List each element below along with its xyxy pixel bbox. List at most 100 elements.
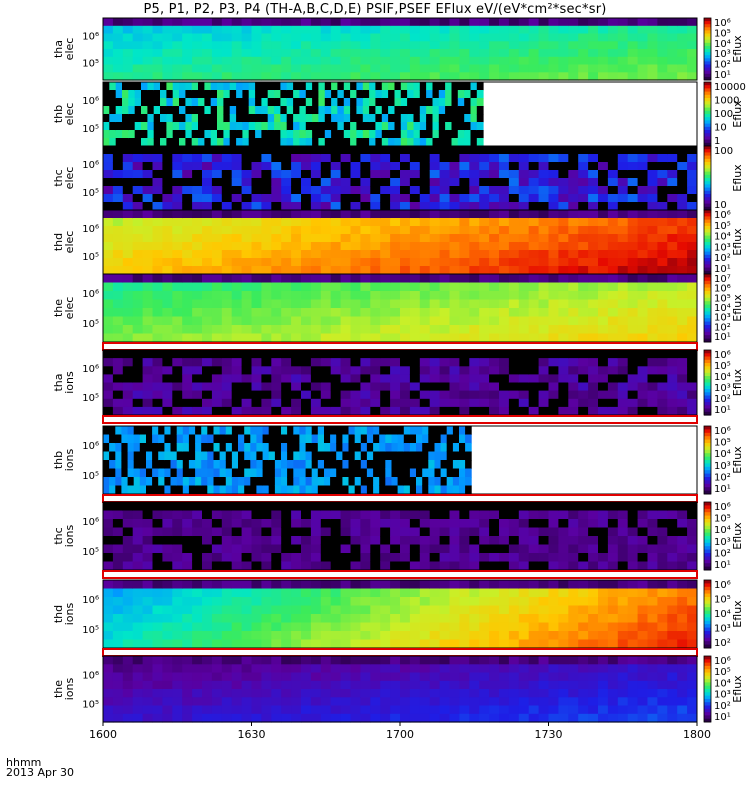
spectrogram-cell: [320, 680, 332, 690]
colorbar-tick-label: 100: [714, 146, 733, 157]
spectrogram-cell: [479, 72, 490, 81]
spectrogram-cell: [434, 451, 442, 461]
spectrogram-cell: [301, 56, 312, 66]
spectrogram-cell: [598, 33, 609, 42]
colorbar-segment: [704, 637, 711, 642]
spectrogram-cell: [162, 689, 173, 698]
spectrogram-cell: [142, 258, 153, 267]
spectrogram-cell: [112, 218, 124, 227]
spectrogram-cell: [152, 64, 163, 73]
spectrogram-cell: [103, 406, 114, 416]
spectrogram-cell: [301, 218, 312, 227]
spectrogram-cell: [373, 485, 380, 495]
spectrogram-cell: [271, 316, 282, 326]
spectrogram-cell: [558, 218, 569, 227]
spectrogram-cell: [231, 210, 243, 219]
spectrogram-cell: [518, 194, 530, 203]
spectrogram-cell: [330, 202, 342, 211]
spectrogram-cell: [162, 631, 173, 640]
spectrogram-cell: [479, 325, 490, 334]
spectrogram-cell: [409, 605, 421, 615]
spectrogram-cell: [459, 333, 470, 343]
spectrogram-cell: [152, 614, 163, 623]
spectrogram-cell: [281, 374, 292, 383]
spectrogram-cell: [221, 374, 233, 383]
spectrogram-cell: [115, 82, 123, 91]
spectrogram-cell: [469, 605, 480, 615]
spectrogram-cell: [142, 697, 153, 707]
spectrogram-cell: [479, 25, 490, 35]
spectrogram-cell: [469, 358, 480, 367]
spectrogram-cell: [439, 664, 450, 674]
colorbar-tick-label: 10⁶: [714, 502, 731, 513]
spectrogram-cell: [122, 697, 134, 707]
spectrogram-cell: [291, 527, 302, 537]
spectrogram-cell: [449, 358, 460, 367]
spectrogram-cell: [176, 426, 184, 435]
spectrogram-cell: [182, 451, 190, 461]
spectrogram-cell: [261, 639, 272, 649]
spectrogram-cell: [162, 64, 173, 73]
spectrogram-cell: [182, 544, 193, 554]
spectrogram-cell: [518, 146, 530, 155]
spectrogram-cell: [598, 350, 609, 359]
spectrogram-cell: [318, 90, 326, 99]
spectrogram-cell: [459, 316, 470, 326]
spectrogram-cell: [172, 597, 183, 606]
spectrogram-cell: [291, 544, 302, 554]
spectrogram-cell: [617, 178, 629, 187]
spectrogram-cell: [231, 434, 239, 444]
spectrogram-cell: [320, 553, 332, 562]
spectrogram-cell: [251, 664, 262, 674]
spectrogram-cell: [428, 443, 435, 452]
spectrogram-cell: [538, 316, 549, 326]
spectrogram-cell: [340, 672, 351, 682]
spectrogram-cell: [598, 561, 609, 571]
spectrogram-cell: [588, 316, 599, 326]
spectrogram-cell: [598, 41, 609, 50]
spectrogram-cell: [241, 614, 252, 623]
spectrogram-cell: [617, 49, 629, 58]
spectrogram-cell: [301, 41, 312, 50]
spectrogram-cell: [391, 477, 399, 486]
spectrogram-cell: [598, 639, 609, 649]
spectrogram-cell: [409, 33, 421, 42]
spectrogram-cell: [103, 705, 114, 715]
spectrogram-cell: [439, 680, 450, 690]
spectrogram-cell: [400, 502, 411, 511]
spectrogram-cell: [373, 460, 380, 469]
spectrogram-cell: [350, 202, 361, 211]
colorbar-segment: [704, 641, 711, 646]
spectrogram-cell: [152, 705, 163, 715]
spectrogram-cell: [172, 689, 183, 698]
spectrogram-cell: [390, 333, 401, 343]
spectrogram-cell: [479, 390, 490, 400]
spectrogram-cell: [115, 130, 123, 139]
spectrogram-cell: [627, 308, 639, 317]
spectrogram-cell: [271, 234, 282, 243]
spectrogram-cell: [598, 25, 609, 35]
spectrogram-cell: [667, 154, 678, 163]
spectrogram-cell: [350, 25, 361, 35]
spectrogram-cell: [647, 186, 658, 195]
spectrogram-cell: [390, 170, 401, 179]
spectrogram-cell: [342, 434, 349, 444]
spectrogram-cell: [112, 390, 124, 400]
spectrogram-cell: [142, 154, 153, 163]
spectrogram-cell: [320, 614, 332, 623]
spectrogram-cell: [617, 358, 629, 367]
spectrogram-cell: [112, 41, 124, 50]
spectrogram-cell: [617, 519, 629, 528]
spectrogram-cell: [152, 390, 163, 400]
spectrogram-cell: [508, 382, 520, 392]
spectrogram-cell: [291, 266, 302, 275]
spectrogram-cell: [407, 98, 414, 107]
spectrogram-cell: [607, 350, 619, 359]
spectrogram-cell: [236, 130, 243, 139]
spectrogram-cell: [291, 622, 302, 632]
spectrogram-cell: [320, 234, 332, 243]
spectrogram-cell: [390, 325, 401, 334]
spectrogram-cell: [438, 106, 446, 115]
spectrogram-cell: [221, 41, 233, 50]
spectrogram-cell: [429, 519, 441, 528]
